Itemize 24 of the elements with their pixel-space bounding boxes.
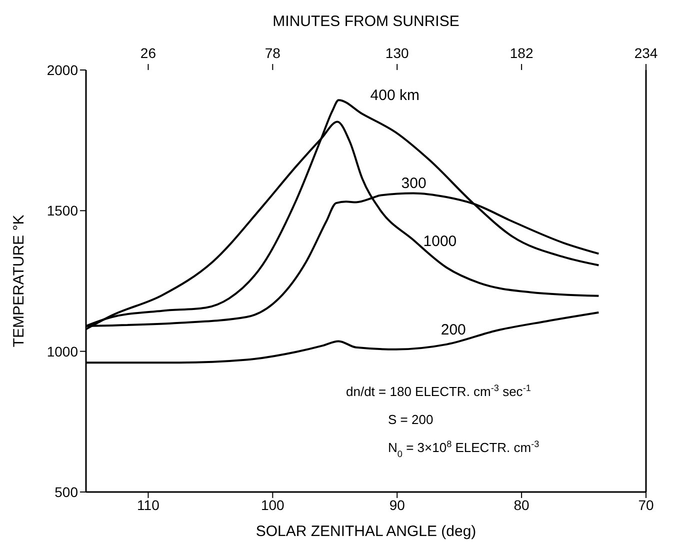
annotation: S = 200 (388, 412, 434, 427)
x2-tick-label: 234 (634, 45, 658, 61)
x2-tick-label: 182 (510, 45, 534, 61)
x-tick-label: 80 (514, 496, 530, 513)
series-label: 300 (401, 175, 426, 192)
y-axis-title: TEMPERATURE °K (10, 214, 28, 348)
legend-label: 400 km (370, 86, 420, 104)
x-tick-label: 100 (260, 496, 285, 513)
x2-axis-title: MINUTES FROM SUNRISE (272, 13, 460, 30)
y-tick-label: 1500 (46, 202, 78, 219)
x2-tick-label: 78 (264, 45, 281, 61)
annotation: N$_{0}$ = 3×10$^{8}$ ELECTR. cm$^{-3}$ (388, 439, 540, 459)
x-axis-title: SOLAR ZENITHAL ANGLE (deg) (256, 523, 476, 540)
y-tick-label: 500 (54, 484, 78, 500)
y-tick-label: 1000 (46, 343, 78, 360)
y-tick-label: 2000 (46, 62, 78, 78)
x-tick-label: 70 (638, 496, 654, 513)
series-label: 200 (440, 321, 466, 338)
x2-tick-label: 26 (140, 45, 156, 61)
annotation: dn/dt = 180 ELECTR. cm$^{-3}$ sec$^{-1}$ (346, 383, 531, 399)
x2-tick-label: 130 (385, 45, 410, 61)
series-label: 1000 (423, 232, 457, 250)
x-tick-label: 90 (389, 496, 406, 513)
x-tick-label: 110 (137, 496, 160, 513)
